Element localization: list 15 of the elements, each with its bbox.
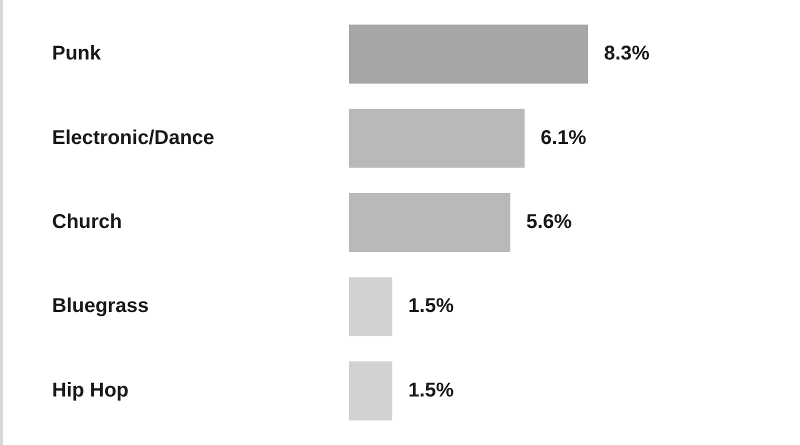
bar <box>349 24 588 84</box>
y-tick-label: Electronic/Dance <box>52 126 214 149</box>
bar <box>349 193 510 252</box>
data-label: 5.6% <box>526 211 572 234</box>
y-tick-label: Bluegrass <box>52 295 149 318</box>
bar <box>349 361 392 420</box>
data-label: 1.5% <box>408 379 454 402</box>
data-label: 8.3% <box>604 42 650 65</box>
bar <box>349 108 525 168</box>
bar <box>349 277 392 336</box>
data-label: 1.5% <box>408 295 454 318</box>
y-tick-label: Church <box>52 211 122 234</box>
y-tick-label: Punk <box>52 42 102 65</box>
y-tick-label: Hip Hop <box>52 379 129 402</box>
data-label: 6.1% <box>540 126 586 149</box>
